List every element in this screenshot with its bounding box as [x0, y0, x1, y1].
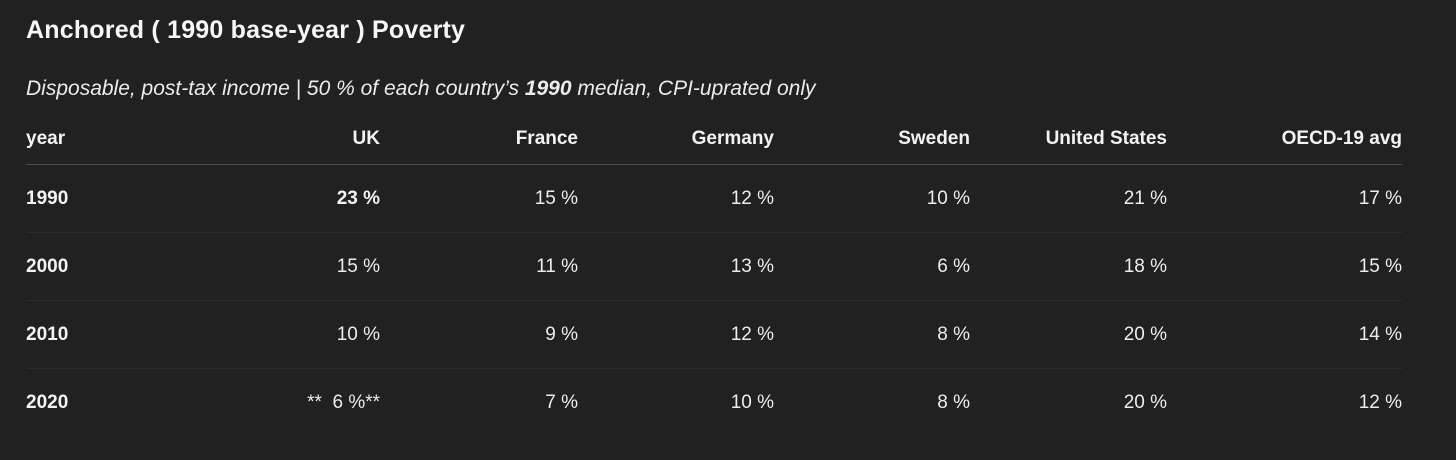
poverty-table: year UK France Germany Sweden United Sta… [26, 128, 1402, 437]
cell-germany-2010: 12 % [730, 323, 774, 345]
cell-united-states-1990: 21 % [1123, 187, 1167, 209]
cell-sweden-2020: 8 % [937, 391, 970, 413]
cell-uk-1990: 23 % [336, 187, 380, 209]
subtitle-text-pre: Disposable, post-tax income | 50 % of ea… [26, 77, 525, 100]
cell-uk-2000: 15 % [336, 255, 380, 277]
page-subtitle: Disposable, post-tax income | 50 % of ea… [26, 76, 1402, 102]
cell-uk-2010: 10 % [336, 323, 380, 345]
cell-year-2000: 2000 [26, 255, 69, 277]
cell-sweden-2000: 6 % [937, 255, 970, 277]
table-row: 2000 15 % 11 % 13 % 6 % 18 % 15 % [26, 233, 1402, 301]
table-row: 1990 23 % 15 % 12 % 10 % 21 % 17 % [26, 165, 1402, 233]
column-header-germany: Germany [691, 128, 774, 149]
cell-france-2000: 11 % [536, 255, 578, 277]
cell-year-2010: 2010 [26, 323, 69, 345]
table-row: 2020 ** 6 %** 7 % 10 % 8 % 20 % 12 % [26, 369, 1402, 437]
cell-germany-1990: 12 % [730, 187, 774, 209]
cell-oecd-2000: 15 % [1358, 255, 1402, 277]
column-header-year: year [26, 128, 66, 149]
cell-united-states-2020: 20 % [1123, 391, 1167, 413]
cell-united-states-2000: 18 % [1123, 255, 1167, 277]
cell-sweden-1990: 10 % [926, 187, 970, 209]
table-row: 2010 10 % 9 % 12 % 8 % 20 % 14 % [26, 301, 1402, 369]
cell-oecd-2020: 12 % [1358, 391, 1402, 413]
cell-year-2020: 2020 [26, 391, 69, 413]
cell-united-states-2010: 20 % [1123, 323, 1167, 345]
cell-germany-2000: 13 % [730, 255, 774, 277]
cell-uk-2020: ** 6 %** [307, 391, 380, 413]
column-header-sweden: Sweden [898, 128, 970, 149]
cell-oecd-2010: 14 % [1358, 323, 1402, 345]
cell-france-2010: 9 % [545, 323, 578, 345]
column-header-uk: UK [352, 128, 380, 149]
cell-germany-2020: 10 % [730, 391, 774, 413]
table-header-row: year UK France Germany Sweden United Sta… [26, 128, 1402, 165]
column-header-united-states: United States [1045, 128, 1167, 149]
subtitle-text-bold: 1990 [524, 77, 572, 100]
page-title: Anchored ( 1990 base-year ) Poverty [26, 16, 466, 44]
column-header-france: France [515, 128, 578, 149]
cell-france-1990: 15 % [534, 187, 578, 209]
cell-oecd-1990: 17 % [1358, 187, 1402, 209]
cell-year-1990: 1990 [26, 187, 69, 209]
subtitle-text-post: median, CPI-uprated only [571, 77, 816, 100]
cell-france-2020: 7 % [545, 391, 578, 413]
cell-sweden-2010: 8 % [937, 323, 970, 345]
column-header-oecd-19-avg: OECD-19 avg [1281, 128, 1402, 149]
